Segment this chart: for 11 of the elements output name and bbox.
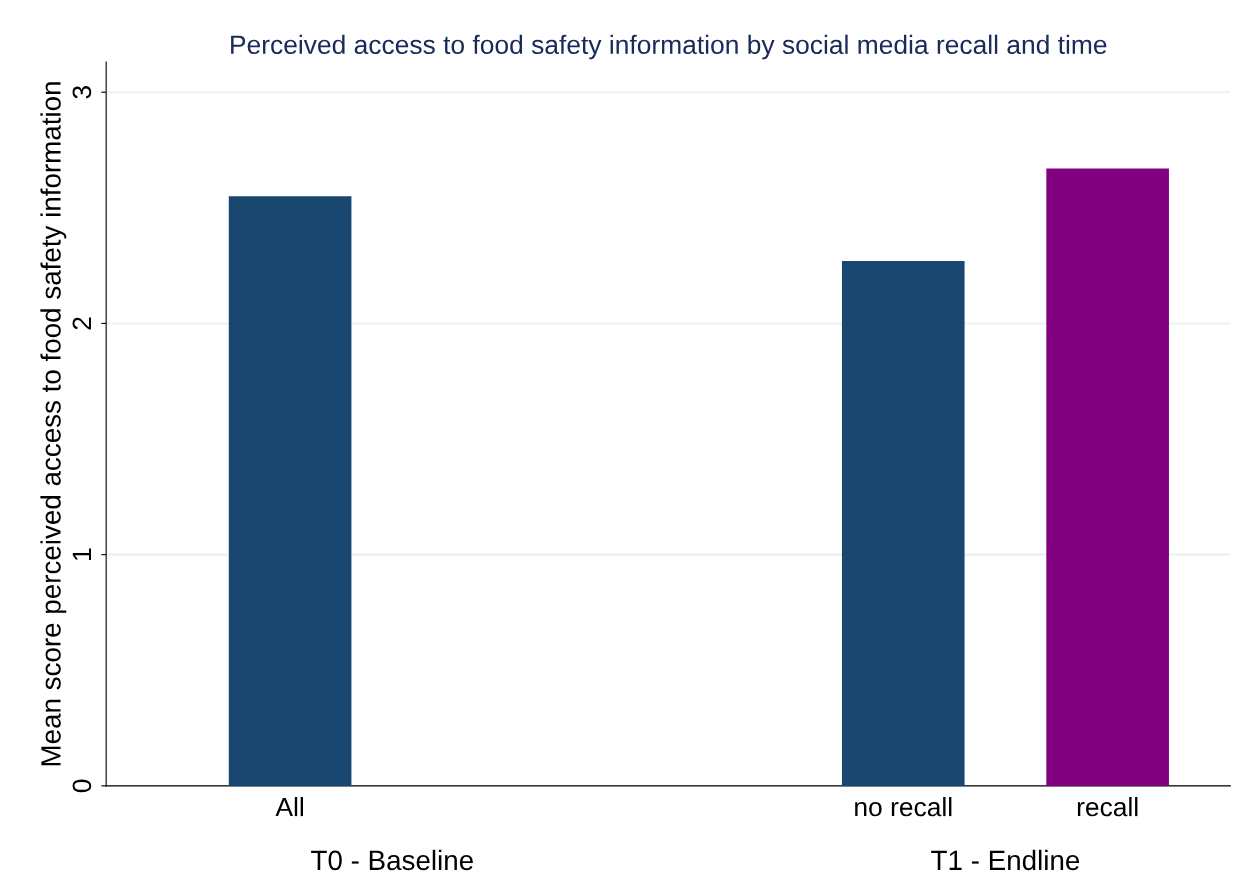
x-tick-label: recall bbox=[1077, 796, 1138, 817]
x-tick-label: All bbox=[275, 796, 304, 817]
y-tick-label: 0 bbox=[72, 779, 92, 793]
chart-title: Perceived access to food safety information by social media recall and time bbox=[231, 34, 1107, 60]
y-axis-title: Mean score perceived access to food safety information bbox=[40, 82, 67, 766]
x-tick-label: no recall bbox=[855, 796, 952, 817]
y-tick-label: 2 bbox=[72, 317, 91, 330]
y-tick-label: 1 bbox=[72, 548, 91, 560]
text: T1 - Endline bbox=[931, 849, 1080, 871]
y-tick-label: 3 bbox=[72, 86, 92, 99]
text: T0 - Baseline bbox=[311, 849, 473, 871]
